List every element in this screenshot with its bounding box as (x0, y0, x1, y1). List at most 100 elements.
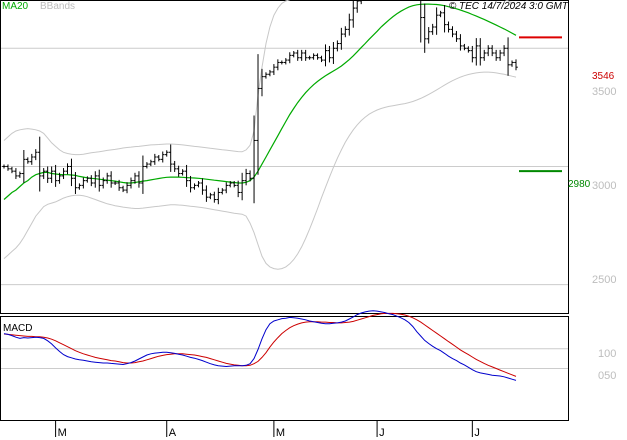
price-bar (490, 45, 494, 57)
price-bar (149, 159, 153, 167)
price-bar (188, 175, 193, 193)
price-bar (121, 185, 125, 193)
price-bar (323, 44, 328, 67)
price-bar (236, 180, 240, 198)
price-bar (22, 150, 26, 183)
price-bar (2, 164, 6, 169)
price-bar (180, 169, 185, 176)
price-bar (462, 43, 467, 51)
y-tick-3500: 3500 (592, 86, 616, 98)
price-bar (303, 49, 308, 61)
price-bar (264, 72, 268, 79)
macd-y-tick-050: 050 (598, 370, 616, 382)
price-bar (164, 150, 169, 157)
month-label: M (276, 427, 285, 439)
price-bar (85, 176, 90, 183)
price-bar (474, 38, 479, 66)
price-bar (93, 171, 98, 188)
price-bar (232, 181, 237, 188)
price-bar (200, 178, 205, 195)
price-bar (339, 27, 344, 50)
price-bar (224, 182, 229, 194)
price-bar (117, 179, 121, 191)
price-bar (514, 59, 518, 71)
price-bar (10, 166, 14, 174)
price-bar (244, 168, 248, 186)
price-bar (422, 3, 427, 53)
price-bar (69, 158, 74, 187)
macd-panel-title: MACD (3, 323, 32, 334)
price-bar (212, 191, 217, 203)
price-bar (319, 55, 324, 63)
price-bar (196, 181, 201, 188)
price-bar (442, 5, 447, 33)
ma20-legend-label: MA20 (2, 1, 29, 12)
price-bar (359, 0, 362, 5)
price-bar (216, 187, 221, 205)
bollinger-bands (3, 0, 517, 270)
price-bar (45, 166, 50, 183)
price-bar (6, 164, 10, 171)
price-bar (315, 53, 320, 60)
bband-lower-line (3, 71, 517, 270)
price-bar (192, 183, 197, 190)
month-label: M (58, 427, 67, 439)
price-bar (113, 181, 117, 185)
copyright-symbol: © (449, 1, 457, 12)
y-tick-3000: 3000 (592, 180, 616, 192)
month-label: J (474, 427, 480, 439)
price-bar (343, 26, 348, 38)
price-bar (450, 26, 455, 38)
bband-upper-line (3, 0, 517, 156)
level-lines (519, 36, 562, 173)
ma20-line (3, 3, 517, 200)
price-bar (295, 49, 300, 61)
price-bar (156, 155, 161, 162)
price-bar (133, 172, 137, 184)
price-bar (510, 60, 514, 67)
price-bar (97, 169, 102, 192)
ma20-line-group (3, 3, 517, 200)
price-bar (430, 23, 435, 35)
price-bar (331, 42, 336, 64)
price-bar (454, 30, 459, 42)
source-timestamp: TEC 14/7/2024 3:0 GMT (459, 1, 569, 12)
macd-lines (3, 310, 517, 381)
price-bar (446, 21, 451, 33)
macd-grid (1, 348, 568, 369)
price-bar (494, 49, 498, 61)
price-bar (137, 171, 141, 188)
price-bar (153, 153, 157, 165)
resistance-label: 3546 (592, 71, 615, 82)
price-bar (37, 136, 42, 192)
price-bar (351, 0, 356, 28)
price-bar (434, 7, 439, 35)
price-bar (287, 52, 292, 64)
price-bar (220, 188, 225, 195)
month-label: A (169, 427, 177, 439)
price-bar (327, 45, 332, 63)
price-bar (268, 69, 272, 77)
price-bar (458, 34, 463, 51)
price-bar (53, 164, 58, 187)
price-bar (283, 58, 288, 65)
price-bar (307, 55, 312, 60)
price-bar (57, 172, 62, 184)
y-tick-2500: 2500 (592, 274, 616, 286)
price-bar (228, 181, 233, 188)
price-bar (355, 0, 360, 13)
price-bar (466, 46, 471, 53)
price-bar (498, 49, 502, 61)
support-label: 2980 (568, 179, 591, 190)
price-bar (105, 172, 109, 184)
price-bar (291, 51, 296, 58)
price-bar (252, 115, 256, 204)
price-bar (426, 27, 431, 44)
price-bar (482, 49, 487, 61)
price-bar (276, 59, 280, 71)
price-bar (347, 13, 352, 36)
price-bar (172, 160, 177, 172)
price-bar (77, 183, 82, 190)
